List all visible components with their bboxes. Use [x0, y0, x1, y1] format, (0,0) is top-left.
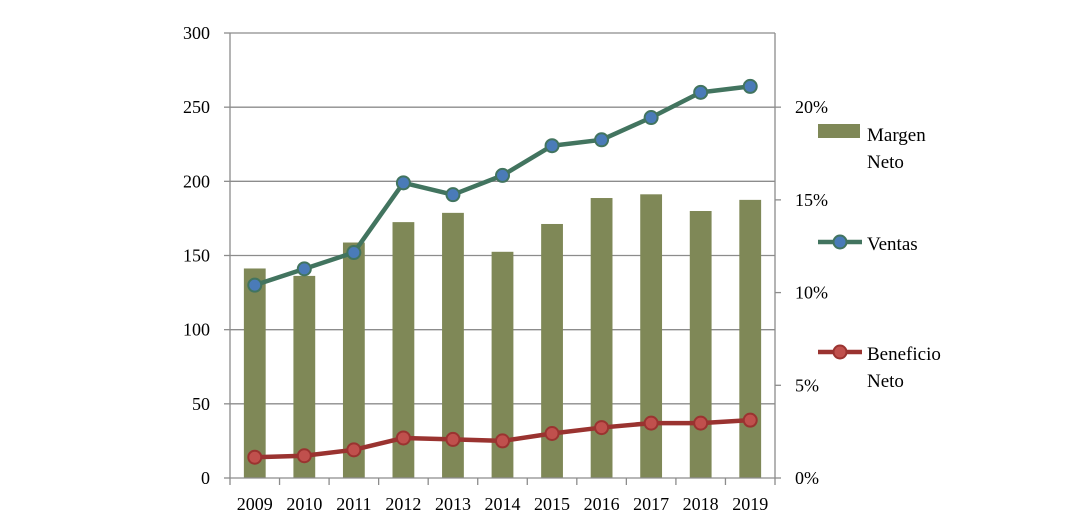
bar-margen-neto [640, 194, 663, 478]
y-left-tick-label: 200 [183, 171, 210, 191]
x-tick-label: 2012 [385, 494, 421, 514]
marker-ventas [247, 277, 263, 293]
marker-ventas [445, 187, 461, 203]
x-tick-label: 2010 [286, 494, 322, 514]
marker-beneficio-neto [495, 433, 510, 449]
x-tick-label: 2011 [336, 494, 371, 514]
bar-margen-neto [491, 251, 514, 478]
y-right-tick-label: 5% [795, 375, 819, 395]
y-left-tick-label: 100 [183, 320, 210, 340]
legend-label-margen-neto: Margen [867, 125, 926, 146]
legend-label-ventas: Ventas [867, 234, 918, 255]
marker-beneficio-neto [395, 430, 411, 446]
y-right-tick-label: 15% [795, 190, 828, 210]
bar-margen-neto [293, 275, 316, 478]
bar-margen-neto [590, 198, 613, 479]
marker-ventas [643, 110, 659, 126]
tick-labels: 0 50 100 150 200 250 300 0% 5% 10% 15% 20% 2009 2010 2… [183, 23, 828, 514]
x-tick-label: 2014 [485, 494, 521, 514]
y-right-tick-label: 0% [795, 468, 819, 488]
y-left-tick-label: 0 [201, 468, 210, 488]
marker-beneficio-neto [247, 449, 263, 465]
bar-margen-neto [541, 223, 563, 478]
marker-beneficio-neto [742, 412, 758, 428]
y-left-tick-label: 150 [183, 246, 210, 266]
marker-beneficio-neto [445, 431, 461, 447]
x-tick-label: 2019 [732, 494, 768, 514]
bar-margen-neto [739, 199, 762, 478]
x-tick-label: 2013 [435, 494, 471, 514]
marker-ventas [395, 175, 411, 191]
bar-margen-neto [689, 211, 712, 478]
line-series [247, 78, 758, 465]
bar-margen-neto [342, 242, 365, 478]
marker-ventas [742, 78, 758, 94]
legend-label-beneficio-neto: Neto [867, 371, 904, 392]
x-tick-label: 2017 [633, 494, 669, 514]
axes [224, 32, 781, 485]
marker-ventas [346, 245, 362, 261]
marker-beneficio-neto [594, 420, 610, 436]
bar-margen-neto [243, 268, 266, 478]
legend-marker-ventas [832, 234, 848, 250]
marker-beneficio-neto [544, 426, 560, 441]
y-left-tick-label: 250 [183, 97, 210, 117]
marker-beneficio-neto [643, 415, 659, 431]
legend-symbol-margen-neto [818, 124, 860, 138]
legend: Margen Neto Ventas Beneficio Neto [818, 124, 941, 392]
x-tick-label: 2016 [584, 494, 620, 514]
marker-ventas [544, 138, 560, 154]
marker-beneficio-neto [346, 442, 362, 458]
marker-ventas [495, 167, 510, 183]
x-tick-label: 2009 [237, 494, 273, 514]
marker-ventas [296, 261, 312, 277]
y-left-tick-label: 50 [192, 394, 210, 414]
bar-series [243, 194, 762, 479]
y-left-tick-label: 300 [183, 23, 210, 43]
legend-label-beneficio-neto: Beneficio [867, 344, 941, 365]
y-right-tick-label: 10% [795, 283, 828, 303]
marker-beneficio-neto [693, 415, 709, 431]
legend-label-margen-neto: Neto [867, 152, 904, 173]
bar-margen-neto [392, 222, 415, 478]
legend-marker-beneficio-neto [832, 344, 848, 360]
y-right-tick-label: 20% [795, 97, 828, 117]
marker-beneficio-neto [296, 448, 312, 464]
bar-margen-neto [442, 212, 464, 478]
x-tick-label: 2015 [534, 494, 570, 514]
marker-ventas [594, 132, 610, 148]
x-tick-label: 2018 [683, 494, 719, 514]
marker-ventas [693, 84, 709, 100]
